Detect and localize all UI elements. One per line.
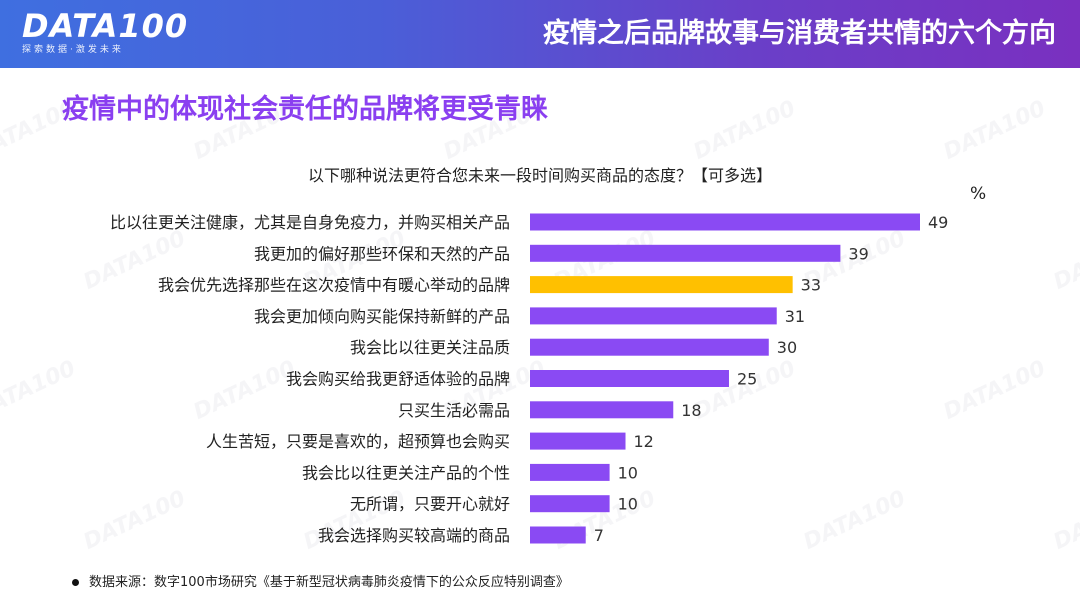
category-label: 我会选择购买较高端的商品: [318, 526, 510, 545]
category-label: 我会购买给我更舒适体验的品牌: [286, 370, 510, 389]
header-bar: DATA100 探索数据·激发未来 疫情之后品牌故事与消费者共情的六个方向: [0, 0, 1080, 68]
logo-text: DATA100: [22, 7, 189, 45]
category-label: 只买生活必需品: [398, 401, 510, 420]
bar: [530, 307, 777, 325]
bar: [530, 213, 920, 231]
bar: [530, 463, 610, 481]
bar: [530, 526, 586, 544]
value-label: 7: [594, 526, 604, 545]
category-label: 我会更加倾向购买能保持新鲜的产品: [254, 307, 510, 326]
bar: [530, 495, 610, 513]
category-label: 我会优先选择那些在这次疫情中有暖心举动的品牌: [158, 276, 510, 295]
chart-title: 以下哪种说法更符合您未来一段时间购买商品的态度？【可多选】: [307, 166, 772, 185]
bar: [530, 276, 793, 294]
value-label: 10: [618, 463, 638, 482]
value-label: 33: [801, 276, 821, 295]
header-title: 疫情之后品牌故事与消费者共情的六个方向: [543, 18, 1056, 49]
category-label: 我会比以往更关注品质: [350, 338, 510, 357]
bar: [530, 432, 626, 450]
value-label: 10: [618, 495, 638, 514]
footnote-text: 数据来源：数字100市场研究《基于新型冠状病毒肺炎疫情下的公众反应特别调查》: [89, 575, 569, 590]
value-label: 18: [681, 401, 701, 420]
value-label: 39: [848, 244, 868, 263]
bar: [530, 370, 729, 387]
category-label: 比以往更关注健康，尤其是自身免疫力，并购买相关产品: [110, 213, 510, 232]
value-label: 30: [777, 338, 797, 357]
footnote: 数据来源：数字100市场研究《基于新型冠状病毒肺炎疫情下的公众反应特别调查》: [72, 571, 569, 590]
value-label: 49: [928, 213, 948, 232]
category-label: 人生苦短，只要是喜欢的，超预算也会购买: [206, 432, 510, 451]
category-label: 无所谓，只要开心就好: [350, 495, 510, 514]
category-label: 我更加的偏好那些环保和天然的产品: [254, 244, 510, 263]
value-label: 31: [785, 307, 805, 326]
bar: [530, 401, 674, 419]
bar: [530, 244, 841, 262]
category-label: 我会比以往更关注产品的个性: [302, 463, 510, 482]
unit-label: %: [970, 184, 987, 204]
brand-logo: DATA100 探索数据·激发未来: [22, 8, 188, 55]
value-label: 12: [634, 432, 654, 451]
logo-tagline: 探索数据·激发未来: [22, 45, 124, 55]
section-title: 疫情中的体现社会责任的品牌将更受青睐: [62, 94, 548, 125]
bar: [530, 338, 769, 356]
value-label: 25: [737, 370, 757, 389]
bullet-icon: [72, 579, 79, 586]
